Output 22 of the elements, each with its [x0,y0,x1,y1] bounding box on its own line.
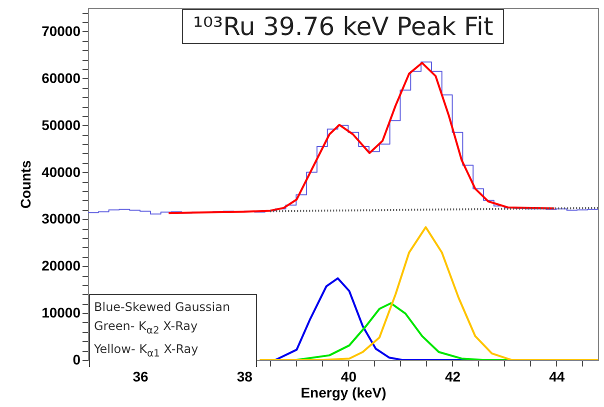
annotation: Yellow- K$_{α1}$ X-Ray [94,341,200,362]
line-series [168,62,556,214]
annotation: Blue-Skewed Gaussian [94,299,232,316]
y-tick-label: 70000 [42,22,81,39]
line-series [258,226,598,360]
y-tick-label: 10000 [42,304,81,321]
x-tick-label: 40 [340,368,357,384]
y-tick-label: 0 [72,352,81,368]
chart-title: ¹⁰³Ru 39.76 keV Peak Fit [182,9,504,44]
annotation: Green- K$_{α2}$ X-Ray [94,318,199,338]
y-tick-label: 50000 [42,116,81,133]
y-tick-label: 60000 [42,70,81,86]
x-tick-label: 38 [236,368,253,384]
x-axis-title: Energy (keV) [300,384,386,400]
y-tick-label: 30000 [42,210,81,227]
y-tick-label: 20000 [42,258,81,274]
x-tick-label: 44 [549,368,565,384]
y-tick-label: 40000 [42,164,81,180]
text-box: Blue-Skewed Gaussian Green- K$_{α2}$ X-Ray Yellow- K$_{α1}$ X-Ray [89,294,257,367]
x-tick-label: 36 [132,368,149,384]
x-tick-label: 42 [444,368,461,384]
y-axis-title: Counts [18,160,34,209]
